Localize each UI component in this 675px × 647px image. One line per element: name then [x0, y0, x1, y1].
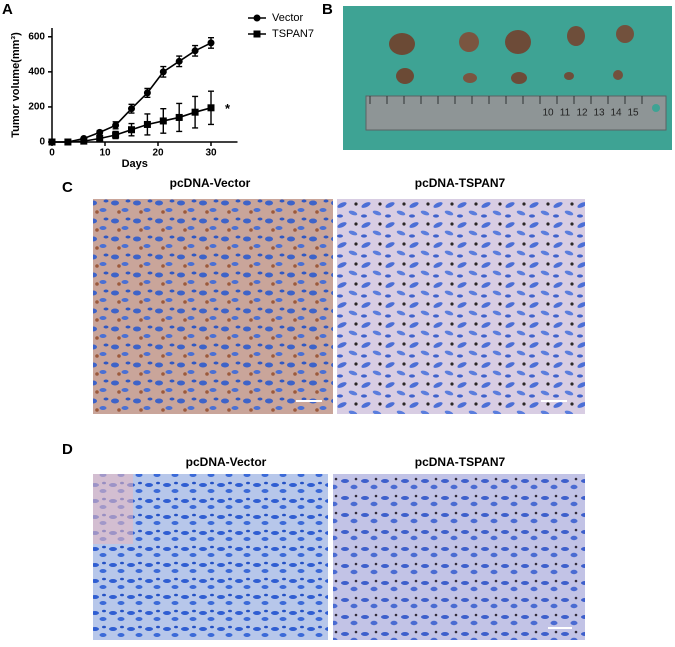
- marker: [191, 47, 199, 55]
- marker: [175, 113, 183, 121]
- tumor-photo: 10 11 12 13 14 15: [343, 6, 672, 150]
- micrograph: [93, 199, 333, 414]
- marker: [207, 104, 215, 112]
- y-tick-label: 200: [28, 102, 45, 113]
- marker: [128, 105, 135, 113]
- legend-label: TSPAN7: [272, 28, 314, 40]
- tumor: [396, 68, 414, 84]
- marker: [207, 39, 215, 47]
- x-tick-label: 0: [49, 148, 55, 159]
- x-tick-label: 20: [152, 148, 164, 159]
- marker: [48, 138, 56, 146]
- legend-marker: [253, 30, 261, 38]
- image-title: pcDNA-TSPAN7: [415, 176, 506, 190]
- micrograph-region: [93, 474, 133, 544]
- marker: [159, 68, 167, 76]
- image-title: pcDNA-Vector: [170, 176, 251, 190]
- marker: [143, 120, 151, 128]
- marker: [159, 117, 167, 125]
- marker: [96, 134, 104, 142]
- ruler-label: 14: [610, 108, 622, 119]
- y-axis-label: Tumor volume(mm³): [10, 32, 22, 138]
- ruler-labels: 10 11 12 13 14 15: [542, 108, 639, 119]
- ruler-label: 10: [542, 108, 554, 119]
- tumor: [389, 33, 415, 55]
- y-tick-label: 0: [39, 137, 45, 148]
- marker: [175, 57, 183, 65]
- marker: [128, 126, 135, 134]
- annotation: *: [225, 101, 231, 116]
- panel-label: A: [2, 1, 13, 18]
- panel-label: B: [322, 1, 333, 18]
- ruler-label: 11: [560, 108, 571, 119]
- tumor: [613, 70, 623, 80]
- marker: [64, 138, 72, 146]
- marker: [112, 131, 120, 139]
- marker: [191, 108, 199, 116]
- tumor: [567, 26, 585, 46]
- image-title: pcDNA-TSPAN7: [415, 455, 506, 469]
- y-tick-label: 600: [28, 31, 45, 42]
- legend-marker: [253, 14, 261, 22]
- x-tick-label: 30: [205, 148, 217, 159]
- marker: [112, 121, 120, 129]
- ruler-label: 13: [593, 108, 605, 119]
- tumor: [463, 73, 477, 83]
- marker: [80, 137, 88, 145]
- tumor: [616, 25, 634, 43]
- ruler-ticks: [369, 96, 643, 104]
- tumor: [564, 72, 574, 80]
- image-title: pcDNA-Vector: [186, 455, 267, 469]
- marker: [143, 89, 151, 97]
- micrograph: [337, 199, 585, 414]
- panel-label: C: [62, 179, 73, 196]
- panel-label: D: [62, 441, 73, 458]
- tumor: [459, 32, 479, 52]
- x-tick-label: 10: [99, 148, 111, 159]
- x-axis-label: Days: [122, 158, 148, 170]
- micrograph: [333, 474, 585, 640]
- tumor: [511, 72, 527, 84]
- tumor: [505, 30, 531, 54]
- ruler-hole: [652, 104, 660, 112]
- marker: [96, 128, 104, 136]
- chart: 0 200 400 600 0 10 20 30 Days Tumor volume(mm³) Ve…: [10, 12, 314, 170]
- ruler-label: 12: [576, 108, 588, 119]
- ruler-label: 15: [627, 108, 639, 119]
- ruler: [365, 95, 667, 131]
- legend-label: Vector: [272, 12, 304, 24]
- y-tick-label: 400: [28, 66, 45, 77]
